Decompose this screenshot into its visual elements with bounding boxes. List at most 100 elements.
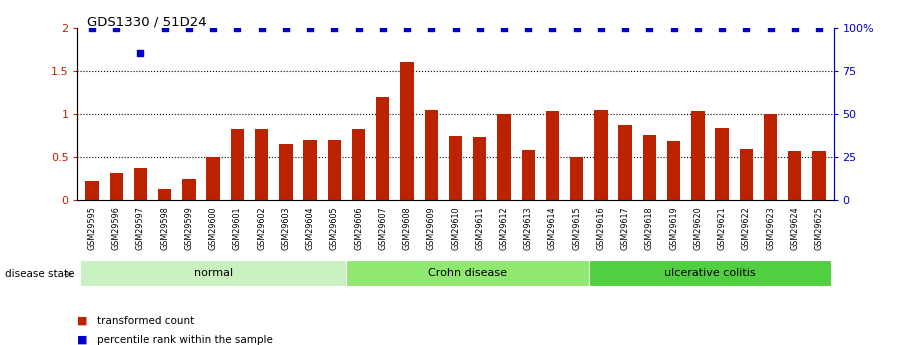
- Point: [787, 25, 802, 30]
- Point: [715, 25, 730, 30]
- Text: GSM29597: GSM29597: [136, 206, 145, 250]
- Point: [763, 25, 778, 30]
- Bar: [497, 114, 511, 200]
- Point: [400, 25, 415, 30]
- Bar: [376, 97, 390, 200]
- Point: [279, 25, 293, 30]
- Text: GDS1330 / 51D24: GDS1330 / 51D24: [87, 16, 206, 29]
- Point: [691, 25, 705, 30]
- Text: GSM29595: GSM29595: [87, 206, 97, 250]
- Bar: [352, 128, 365, 200]
- Point: [109, 25, 124, 30]
- Text: GSM29599: GSM29599: [184, 206, 193, 250]
- Bar: [740, 149, 753, 200]
- Point: [181, 25, 196, 30]
- Bar: [788, 151, 802, 200]
- Bar: [667, 141, 681, 200]
- Point: [254, 25, 269, 30]
- Text: GSM29606: GSM29606: [354, 206, 363, 250]
- Bar: [570, 157, 583, 200]
- Text: GSM29613: GSM29613: [524, 206, 533, 250]
- Text: GSM29622: GSM29622: [742, 206, 751, 250]
- Text: GSM29608: GSM29608: [403, 206, 412, 250]
- Point: [739, 25, 753, 30]
- Text: GSM29621: GSM29621: [718, 206, 727, 250]
- Point: [618, 25, 632, 30]
- Text: GSM29609: GSM29609: [426, 206, 435, 250]
- Point: [448, 25, 463, 30]
- Point: [569, 25, 584, 30]
- Text: percentile rank within the sample: percentile rank within the sample: [97, 335, 273, 345]
- Point: [521, 25, 536, 30]
- Bar: [86, 181, 98, 200]
- Text: ■: ■: [77, 335, 88, 345]
- Text: GSM29598: GSM29598: [160, 206, 169, 250]
- Point: [545, 25, 559, 30]
- Text: transformed count: transformed count: [97, 316, 195, 326]
- Bar: [279, 144, 292, 200]
- Text: GSM29618: GSM29618: [645, 206, 654, 250]
- Bar: [346, 260, 589, 286]
- Bar: [425, 110, 438, 200]
- Bar: [473, 137, 486, 200]
- Bar: [813, 151, 825, 200]
- Bar: [521, 150, 535, 200]
- Text: GSM29620: GSM29620: [693, 206, 702, 250]
- Bar: [546, 111, 559, 200]
- Bar: [715, 128, 729, 200]
- Text: GSM29605: GSM29605: [330, 206, 339, 250]
- Point: [206, 25, 220, 30]
- Bar: [619, 125, 632, 200]
- Bar: [182, 179, 196, 200]
- Point: [473, 25, 487, 30]
- Bar: [158, 189, 171, 200]
- Point: [642, 25, 657, 30]
- Point: [230, 25, 245, 30]
- Point: [812, 25, 826, 30]
- Point: [85, 25, 99, 30]
- Bar: [400, 62, 414, 200]
- Text: ■: ■: [77, 316, 88, 326]
- Point: [327, 25, 342, 30]
- Point: [158, 25, 172, 30]
- Text: GSM29614: GSM29614: [548, 206, 557, 250]
- Text: disease state: disease state: [5, 269, 74, 279]
- Text: GSM29601: GSM29601: [233, 206, 242, 250]
- Text: GSM29612: GSM29612: [499, 206, 508, 250]
- Point: [496, 25, 511, 30]
- Point: [594, 25, 609, 30]
- Bar: [207, 157, 220, 200]
- Text: normal: normal: [194, 268, 232, 278]
- Text: GSM29615: GSM29615: [572, 206, 581, 250]
- Text: GSM29600: GSM29600: [209, 206, 218, 250]
- Point: [352, 25, 366, 30]
- Text: GSM29603: GSM29603: [281, 206, 291, 250]
- Text: GSM29610: GSM29610: [451, 206, 460, 250]
- Text: GSM29611: GSM29611: [476, 206, 485, 250]
- Text: ulcerative colitis: ulcerative colitis: [664, 268, 756, 278]
- Bar: [328, 140, 341, 200]
- Bar: [134, 168, 147, 200]
- Text: GSM29616: GSM29616: [597, 206, 606, 250]
- Bar: [589, 260, 831, 286]
- Bar: [230, 128, 244, 200]
- Point: [133, 51, 148, 56]
- Bar: [449, 136, 462, 200]
- Bar: [255, 128, 268, 200]
- Text: Crohn disease: Crohn disease: [428, 268, 507, 278]
- Bar: [643, 135, 656, 200]
- Point: [302, 25, 317, 30]
- Bar: [80, 260, 346, 286]
- Bar: [109, 173, 123, 200]
- Text: GSM29623: GSM29623: [766, 206, 775, 250]
- Point: [375, 25, 390, 30]
- Text: GSM29607: GSM29607: [378, 206, 387, 250]
- Text: GSM29625: GSM29625: [814, 206, 824, 250]
- Bar: [691, 111, 704, 200]
- Bar: [594, 110, 608, 200]
- Text: GSM29617: GSM29617: [620, 206, 630, 250]
- Point: [666, 25, 681, 30]
- Bar: [303, 140, 317, 200]
- Text: GSM29619: GSM29619: [669, 206, 678, 250]
- Text: GSM29604: GSM29604: [305, 206, 314, 250]
